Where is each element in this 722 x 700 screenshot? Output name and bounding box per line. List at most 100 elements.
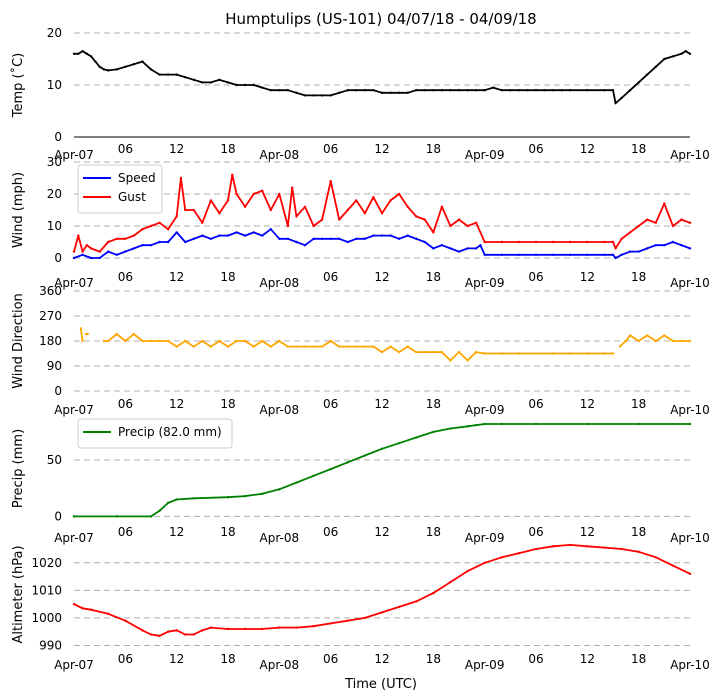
x-tick-label: 18 <box>220 142 235 156</box>
x-tick-label: Apr-09 <box>465 276 505 290</box>
data-point <box>84 332 88 336</box>
data-point <box>141 228 144 231</box>
y-tick-label: 20 <box>47 187 62 201</box>
data-point <box>192 208 195 212</box>
data-point <box>98 250 101 253</box>
data-point <box>688 52 692 55</box>
data-point <box>551 240 555 244</box>
data-point <box>261 86 264 89</box>
series-line <box>79 328 84 342</box>
data-point <box>517 89 521 92</box>
data-point <box>474 423 478 427</box>
data-point <box>603 253 606 256</box>
x-tick-label: 06 <box>118 270 133 284</box>
data-point <box>286 237 290 240</box>
data-point <box>560 89 563 92</box>
data-point <box>278 192 281 196</box>
x-tick-label: 18 <box>426 525 441 539</box>
data-point <box>637 250 640 253</box>
data-point <box>611 240 615 244</box>
data-point <box>603 352 606 355</box>
x-tick-label: 18 <box>426 652 441 666</box>
data-point <box>218 212 221 215</box>
data-point <box>380 212 384 215</box>
data-point <box>586 422 589 426</box>
x-tick-label: 12 <box>580 525 595 539</box>
x-tick-label: 12 <box>580 652 595 666</box>
x-tick-label: Apr-09 <box>465 148 505 162</box>
data-point <box>397 237 401 240</box>
data-point <box>184 208 187 212</box>
data-point <box>252 83 255 87</box>
data-point <box>209 237 213 240</box>
data-point <box>141 60 144 63</box>
data-point <box>688 572 692 576</box>
data-point <box>115 253 118 256</box>
data-point <box>201 81 204 84</box>
data-point <box>312 237 315 240</box>
data-point <box>628 231 632 234</box>
data-point <box>397 441 401 445</box>
data-point <box>312 474 315 478</box>
data-point <box>688 422 692 426</box>
data-point <box>423 218 426 221</box>
data-point <box>483 89 486 92</box>
x-tick-label: Apr-07 <box>54 403 94 417</box>
data-point <box>646 218 649 221</box>
data-point <box>474 89 478 92</box>
x-tick-label: Apr-10 <box>670 531 710 545</box>
data-point <box>620 96 623 100</box>
data-point <box>517 551 521 555</box>
data-point <box>355 199 358 202</box>
data-point <box>346 461 349 464</box>
data-point <box>618 345 622 348</box>
data-point <box>77 234 80 237</box>
data-point <box>303 244 307 247</box>
data-point <box>509 89 512 92</box>
data-point <box>98 65 101 69</box>
data-point <box>406 234 409 237</box>
data-point <box>218 78 221 82</box>
data-point <box>192 237 195 240</box>
data-point <box>680 52 683 55</box>
y-axis-label: Wind Direction <box>11 293 26 389</box>
x-tick-label: 12 <box>580 270 595 284</box>
data-point <box>346 345 349 348</box>
data-point <box>372 89 375 92</box>
data-point <box>363 616 367 620</box>
data-point <box>355 89 358 92</box>
x-tick-label: Apr-09 <box>465 531 505 545</box>
data-point <box>286 345 290 348</box>
data-point <box>201 339 204 343</box>
data-point <box>209 345 213 348</box>
data-point <box>534 253 538 256</box>
data-point <box>226 496 230 499</box>
y-tick-label: 180 <box>39 334 62 348</box>
data-point <box>312 345 315 348</box>
data-point <box>158 73 161 76</box>
x-tick-label: 06 <box>323 397 338 411</box>
x-tick-label: 12 <box>580 142 595 156</box>
data-point <box>115 515 118 518</box>
data-point <box>303 94 307 97</box>
data-point <box>201 234 204 237</box>
data-point <box>269 208 272 212</box>
data-point <box>338 218 341 221</box>
data-point <box>124 65 127 69</box>
y-tick-label: 1000 <box>31 611 62 625</box>
data-point <box>432 350 435 354</box>
data-point <box>338 237 341 240</box>
data-point <box>440 89 444 92</box>
data-point <box>329 180 332 183</box>
x-tick-label: 06 <box>323 652 338 666</box>
data-point <box>620 253 623 256</box>
data-point <box>295 345 298 348</box>
data-point <box>320 237 324 240</box>
y-axis-label: Altimeter (hPa) <box>11 545 26 643</box>
data-point <box>184 240 187 244</box>
x-tick-label: 18 <box>220 652 235 666</box>
data-point <box>184 633 187 636</box>
data-point <box>149 515 153 518</box>
data-point <box>479 244 482 247</box>
data-point <box>654 221 657 224</box>
